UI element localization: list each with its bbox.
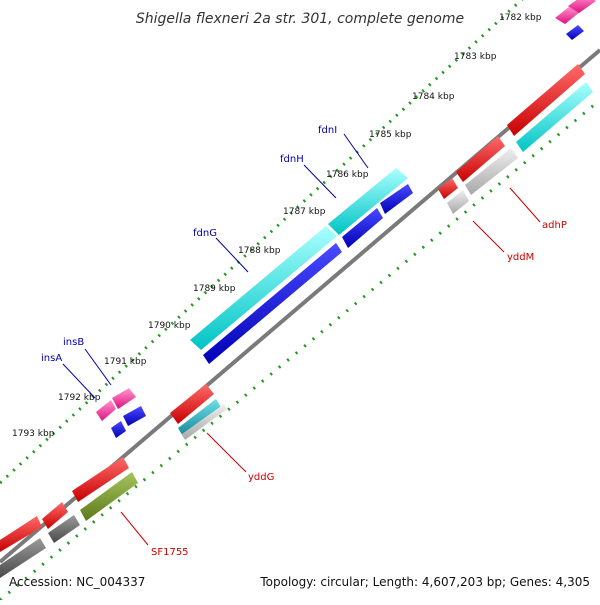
tick-label: 1793 kbp bbox=[12, 429, 55, 439]
map-title: Shigella flexneri 2a str. 301, complete … bbox=[136, 11, 464, 27]
tick-label: 1786 kbp bbox=[326, 170, 369, 180]
gene-block-light-gray[interactable] bbox=[182, 404, 227, 440]
tick-label: 1789 kbp bbox=[193, 284, 236, 294]
gene-label-adhP[interactable]: adhP bbox=[542, 220, 567, 231]
tick-label: 1787 kbp bbox=[283, 207, 326, 217]
gene-block-pink[interactable] bbox=[96, 388, 136, 421]
gene-block-teal[interactable] bbox=[178, 399, 222, 438]
tick-label: 1790 kbp bbox=[148, 321, 191, 331]
gene-label-connectors bbox=[62, 133, 541, 546]
gene-label-fdnH[interactable]: fdnH bbox=[280, 154, 304, 165]
tick-label: 1782 kbp bbox=[499, 13, 542, 23]
gene-block-cyan[interactable] bbox=[190, 168, 408, 350]
accession-text: Accession: NC_004337 bbox=[9, 575, 145, 589]
gene-label-fdnG[interactable]: fdnG bbox=[193, 228, 217, 239]
gene-label-fdnI[interactable]: fdnI bbox=[318, 125, 337, 136]
gene-block-olive[interactable] bbox=[80, 472, 138, 521]
gene-label-SF1755[interactable]: SF1755 bbox=[151, 547, 189, 558]
gene-label-insB[interactable]: insB bbox=[63, 337, 84, 348]
gene-block-blue[interactable] bbox=[111, 406, 146, 438]
tick-label: 1788 kbp bbox=[238, 246, 281, 256]
topology-summary: Topology: circular; Length: 4,607,203 bp… bbox=[259, 575, 590, 589]
tick-label: 1784 kbp bbox=[412, 92, 455, 102]
gene-block-dark-gray[interactable] bbox=[0, 515, 80, 578]
gene-label-insA[interactable]: insA bbox=[41, 353, 62, 364]
gene-block-blue[interactable] bbox=[566, 25, 584, 40]
tick-label: 1783 kbp bbox=[454, 52, 497, 62]
gene-block-red[interactable] bbox=[438, 64, 585, 199]
gene-label-yddG[interactable]: yddG bbox=[248, 472, 274, 483]
gene-label-yddM[interactable]: yddM bbox=[507, 252, 534, 263]
inner-tick-line bbox=[0, 98, 600, 602]
gene-block-blue[interactable] bbox=[203, 184, 413, 364]
gene-block-red[interactable] bbox=[0, 384, 214, 552]
tick-label: 1791 kbp bbox=[104, 357, 147, 367]
tick-label: 1792 kbp bbox=[58, 393, 101, 403]
outer-tick-line bbox=[0, 0, 524, 485]
gene-block-pink[interactable] bbox=[555, 0, 596, 24]
tick-label: 1785 kbp bbox=[369, 130, 412, 140]
gene-labels: fdnI fdnH fdnG insB insA adhP yddM yddG … bbox=[41, 125, 567, 558]
gene-block-cyan[interactable] bbox=[516, 82, 593, 152]
tick-labels: 1782 kbp 1783 kbp 1784 kbp 1785 kbp 1786… bbox=[12, 13, 542, 439]
gene-block-light-gray[interactable] bbox=[447, 148, 518, 214]
